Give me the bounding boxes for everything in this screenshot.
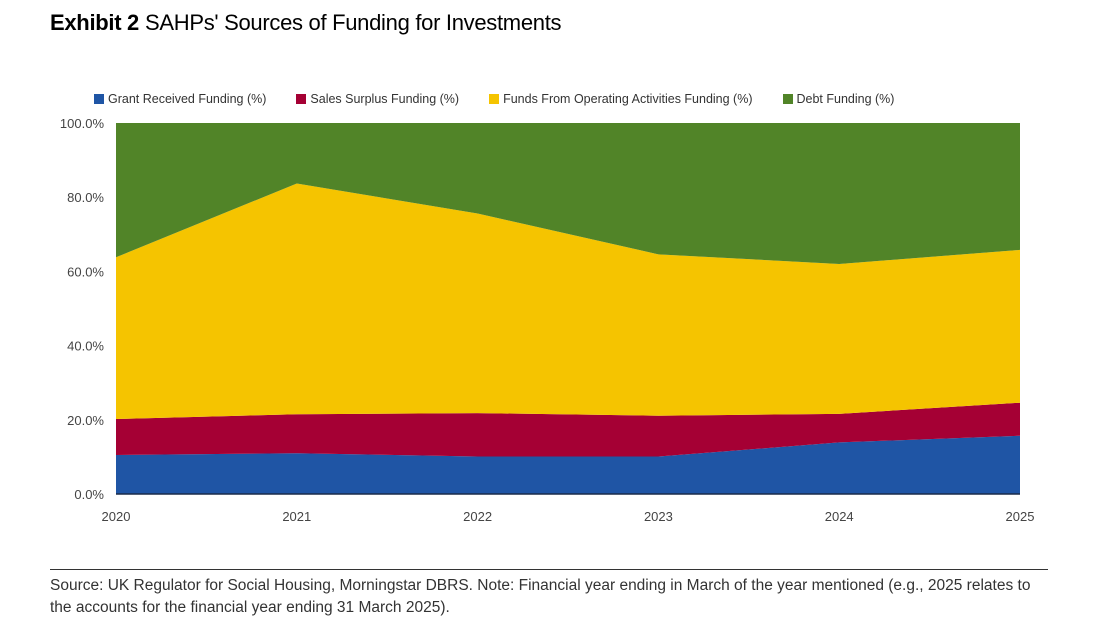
- y-tick-label: 100.0%: [60, 116, 105, 131]
- area-grant-received-funding: [116, 435, 1020, 494]
- legend-item-operating: Funds From Operating Activities Funding …: [489, 92, 753, 106]
- area-sales-surplus-funding: [116, 402, 1020, 457]
- area-debt-funding: [116, 123, 1020, 264]
- exhibit-label: Exhibit 2: [50, 10, 139, 35]
- chart-plot: 0.0% 20.0% 40.0% 60.0% 80.0% 100.0% 2020 2021 20…: [60, 116, 1035, 524]
- divider: [50, 569, 1048, 570]
- legend-swatch: [489, 94, 500, 104]
- legend-label: Sales Surplus Funding (%): [310, 92, 460, 106]
- y-tick-label: 40.0%: [67, 339, 104, 354]
- legend-item-debt: Debt Funding (%): [782, 92, 895, 106]
- x-tick-label: 2023: [644, 509, 673, 524]
- legend-item-grant: Grant Received Funding (%): [94, 92, 266, 106]
- area-funds-from-operating-activities-funding: [116, 183, 1020, 420]
- legend-label: Grant Received Funding (%): [108, 92, 267, 106]
- x-tick-label: 2022: [463, 509, 492, 524]
- title-text: SAHPs' Sources of Funding for Investment…: [145, 10, 562, 35]
- legend-label: Funds From Operating Activities Funding …: [503, 92, 753, 106]
- legend-swatch: [94, 94, 104, 104]
- x-tick-label: 2020: [102, 509, 131, 524]
- y-tick-label: 20.0%: [67, 413, 104, 428]
- y-tick-label: 80.0%: [67, 190, 104, 205]
- source-note: Source: UK Regulator for Social Housing,…: [50, 577, 1031, 616]
- legend-swatch: [782, 94, 793, 104]
- x-tick-label: 2024: [825, 509, 854, 524]
- legend-swatch: [296, 94, 307, 104]
- x-tick-label: 2021: [282, 509, 311, 524]
- legend-label: Debt Funding (%): [796, 92, 895, 106]
- x-tick-label: 2025: [1006, 509, 1035, 524]
- y-tick-label: 0.0%: [74, 487, 104, 502]
- chart-title: Exhibit 2 SAHPs' Sources of Funding for I…: [50, 10, 562, 36]
- y-tick-label: 60.0%: [67, 264, 104, 279]
- legend-item-sales: Sales Surplus Funding (%): [296, 92, 459, 106]
- legend: Grant Received Funding (%) Sales Surplus…: [94, 92, 894, 106]
